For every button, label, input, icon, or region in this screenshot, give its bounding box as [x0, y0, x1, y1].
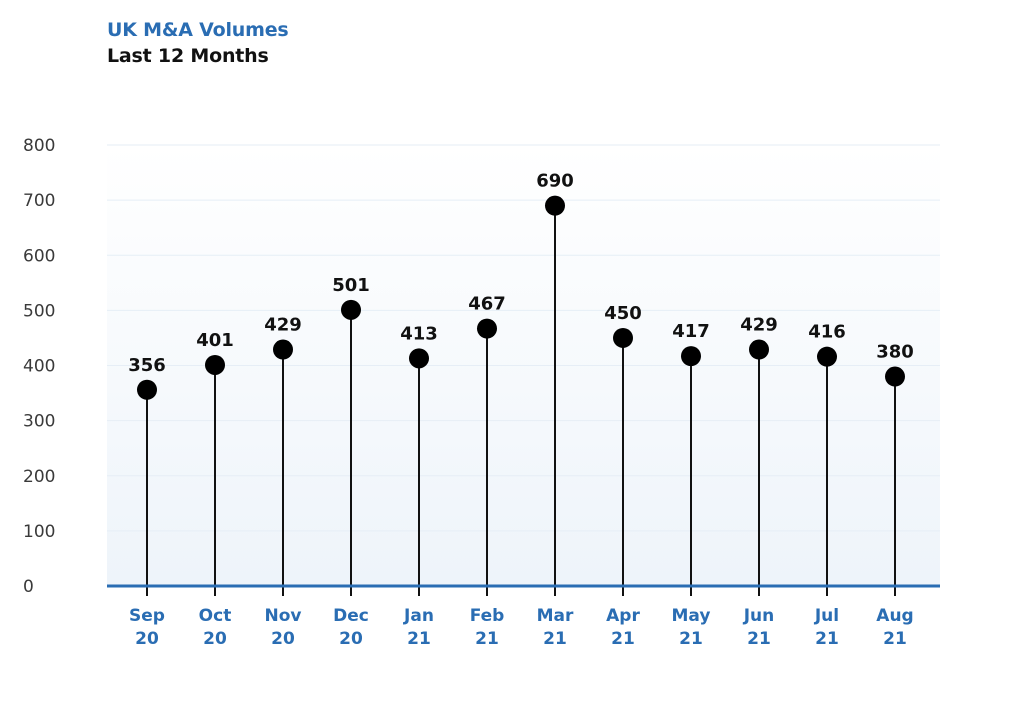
- data-label: 401: [196, 330, 234, 351]
- data-point: [205, 354, 225, 375]
- x-tick-label-year: 21: [543, 629, 567, 649]
- markers: [137, 195, 905, 400]
- data-point: [545, 195, 565, 216]
- x-tick-label-year: 20: [203, 629, 227, 649]
- data-point: [273, 339, 293, 360]
- grid-lines: [107, 144, 940, 532]
- y-tick-label: 200: [23, 467, 55, 487]
- x-tick-label-month: Aug: [876, 606, 913, 626]
- chart-subtitle: Last 12 Months: [107, 45, 269, 67]
- chart-title: UK M&A Volumes: [107, 19, 289, 41]
- data-label: 356: [128, 355, 166, 376]
- x-tick-label-year: 21: [679, 629, 703, 649]
- x-tick-label-month: Feb: [470, 606, 505, 626]
- stems: [146, 205, 896, 596]
- y-tick-label: 300: [23, 412, 55, 432]
- data-label: 416: [808, 322, 846, 343]
- x-tick-label-year: 21: [475, 629, 499, 649]
- data-point: [341, 299, 361, 320]
- data-point: [477, 318, 497, 339]
- x-axis-labels: Sep 20 Oct 20 Nov 20 Dec 20 Jan 21 Feb 21 Mar 21 Apr 21…: [129, 606, 914, 649]
- x-tick-label-month: Oct: [199, 606, 232, 626]
- data-label: 380: [876, 342, 914, 363]
- data-point: [681, 346, 701, 367]
- data-label: 450: [604, 303, 642, 324]
- x-tick-label-month: Nov: [265, 606, 302, 626]
- data-point: [137, 379, 157, 400]
- y-tick-label: 600: [23, 246, 55, 266]
- data-label: 429: [264, 315, 302, 336]
- y-tick-label: 400: [23, 357, 55, 377]
- x-tick-label-month: Mar: [537, 606, 574, 626]
- data-label: 429: [740, 315, 778, 336]
- x-tick-label-year: 20: [339, 629, 363, 649]
- data-label: 501: [332, 275, 370, 296]
- data-label: 467: [468, 294, 506, 315]
- data-point: [817, 346, 837, 367]
- x-tick-label-year: 20: [135, 629, 159, 649]
- x-tick-label-year: 21: [883, 629, 907, 649]
- y-tick-label: 700: [23, 191, 55, 211]
- y-tick-label: 100: [23, 522, 55, 542]
- x-tick-label-month: Jul: [814, 606, 839, 626]
- x-tick-label-year: 21: [407, 629, 431, 649]
- x-tick-label-month: Jan: [403, 606, 434, 626]
- data-point: [885, 366, 905, 387]
- x-tick-label-month: Dec: [333, 606, 369, 626]
- x-tick-label-year: 20: [271, 629, 295, 649]
- x-tick-label-year: 21: [747, 629, 771, 649]
- y-axis-ticks: 0 100 200 300 400 500 600 700 800: [23, 136, 55, 597]
- y-tick-label: 500: [23, 301, 55, 321]
- x-tick-label-month: May: [672, 606, 711, 626]
- data-point: [613, 327, 633, 348]
- data-label: 690: [536, 171, 574, 192]
- x-tick-label-year: 21: [815, 629, 839, 649]
- y-tick-label: 0: [23, 577, 34, 597]
- x-tick-label-month: Jun: [743, 606, 775, 626]
- data-labels: 356 401 429 501 413 467 690 450 417 429 416 380: [128, 171, 914, 376]
- data-point: [749, 339, 769, 360]
- x-tick-label-month: Sep: [129, 606, 165, 626]
- data-label: 417: [672, 321, 710, 342]
- data-point: [409, 348, 429, 369]
- y-tick-label: 800: [23, 136, 55, 156]
- x-tick-label-year: 21: [611, 629, 635, 649]
- x-tick-label-month: Apr: [606, 606, 640, 626]
- data-label: 413: [400, 323, 438, 344]
